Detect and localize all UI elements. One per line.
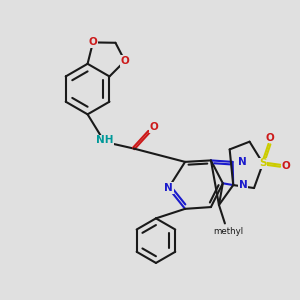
- Text: methyl: methyl: [213, 227, 244, 236]
- Text: O: O: [150, 122, 158, 132]
- Text: NH: NH: [96, 136, 114, 146]
- Text: O: O: [88, 38, 97, 47]
- Text: N: N: [238, 157, 247, 167]
- Text: S: S: [259, 158, 267, 168]
- Text: N: N: [164, 183, 173, 193]
- Text: O: O: [282, 161, 290, 171]
- Text: N: N: [238, 180, 247, 190]
- Text: O: O: [121, 56, 129, 66]
- Text: O: O: [265, 133, 274, 142]
